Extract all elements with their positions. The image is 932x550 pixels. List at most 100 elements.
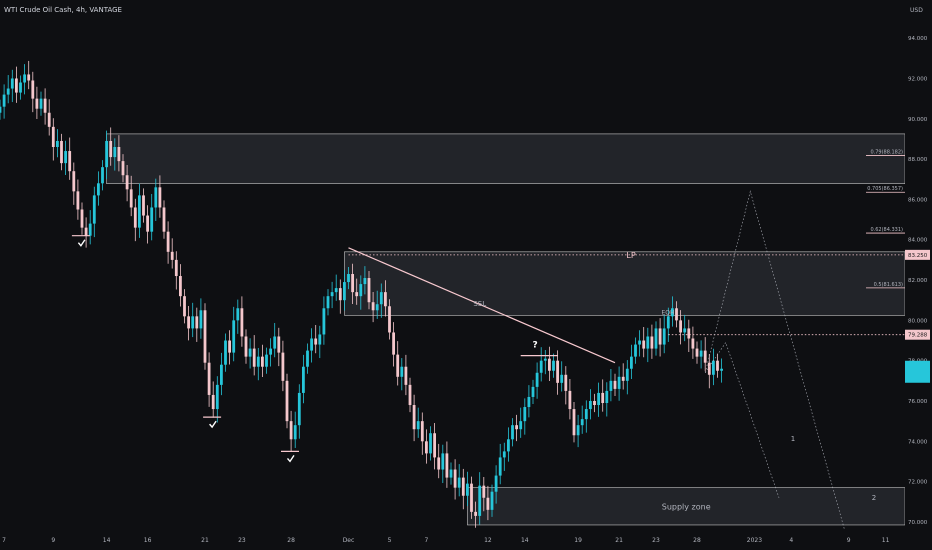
candle-body: [88, 223, 92, 236]
candle-body: [56, 140, 59, 148]
candle-body: [552, 360, 555, 371]
x-tick-label: 7: [2, 537, 6, 544]
x-tick-label: 14: [103, 537, 111, 544]
candle-body: [437, 457, 441, 470]
candle-body: [158, 187, 162, 208]
candle-body: [441, 453, 445, 470]
candle-body: [515, 425, 518, 430]
candle-body: [412, 405, 416, 430]
y-tick-label: 74.000: [908, 439, 928, 445]
x-tick-label: 7: [424, 537, 428, 544]
lp-line-label: LP: [626, 251, 635, 260]
candle-body: [359, 284, 363, 297]
candle-body: [425, 441, 428, 454]
candle-body: [404, 366, 408, 385]
candle-body: [191, 316, 195, 329]
candle-body: [703, 350, 707, 363]
candle-body: [51, 126, 55, 148]
y-tick-label: 90.000: [908, 117, 928, 123]
candle-body: [679, 320, 682, 333]
x-tick-label: 2023: [747, 537, 762, 544]
x-tick-label: 28: [693, 537, 701, 544]
candle-body: [593, 400, 596, 406]
candle-body: [133, 207, 137, 228]
candle-body: [379, 292, 383, 305]
candle-body: [35, 98, 39, 109]
candle-body: [470, 483, 473, 512]
level-price-badge: [905, 329, 930, 340]
y-tick-label: 94.000: [908, 36, 928, 42]
candle-body: [486, 497, 490, 510]
candle-body: [248, 348, 252, 357]
supply-zone-label: Supply zone: [662, 502, 711, 511]
candle-body: [244, 336, 248, 357]
candle-body: [474, 511, 477, 516]
candle-body: [326, 296, 330, 309]
candle-body: [27, 74, 31, 81]
level-price-label: 79.288: [908, 333, 928, 339]
candle-body: [556, 360, 559, 383]
candle-body: [68, 151, 72, 172]
candle-body: [220, 364, 223, 385]
candle-body: [482, 485, 486, 498]
candle-body: [19, 82, 22, 93]
current-price-badge: [905, 360, 930, 383]
candle-body: [121, 161, 125, 176]
candle-body: [285, 380, 289, 422]
candle-body: [695, 348, 699, 357]
candle-body: [228, 340, 231, 353]
candle-body: [589, 400, 592, 410]
candle-body: [666, 316, 670, 329]
x-tick-label: 11: [882, 537, 890, 544]
candle-body: [420, 421, 424, 442]
y-tick-label: 72.000: [908, 480, 928, 486]
candle-body: [6, 88, 10, 95]
candle-body: [466, 483, 469, 496]
candle-body: [363, 278, 367, 285]
upper-zone: [106, 133, 906, 184]
y-tick-label: 82.000: [908, 278, 928, 284]
candle-body: [687, 328, 691, 339]
candle-body: [310, 338, 313, 351]
candle-body: [367, 278, 371, 303]
x-tick-label: 9: [51, 537, 55, 544]
candle-body: [138, 195, 141, 228]
time-axis: [0, 531, 932, 550]
candle-body: [498, 457, 502, 476]
candle-body: [658, 328, 662, 345]
candle-body: [461, 477, 465, 496]
candle-body: [146, 215, 149, 232]
candle-body: [269, 348, 272, 355]
candle-body: [519, 421, 523, 430]
candle-body: [429, 433, 432, 454]
candle-body: [531, 386, 535, 397]
candle-body: [371, 302, 375, 311]
candle-body: [457, 477, 461, 488]
candle-body: [232, 320, 236, 353]
fib-level-label: 0.5(81.613): [874, 282, 903, 288]
level-price-badge: [905, 249, 930, 260]
candle-body: [252, 348, 256, 367]
candle-body: [699, 350, 703, 357]
x-tick-label: 4: [789, 537, 793, 544]
candle-body: [195, 316, 199, 329]
x-tick-label: 16: [144, 537, 152, 544]
candle-body: [560, 374, 564, 383]
path-two: [704, 190, 845, 531]
candle-body: [129, 189, 133, 208]
candle-body: [568, 390, 572, 410]
fib-level-label: 0.705(86.357): [867, 186, 903, 192]
candle-body: [150, 207, 154, 232]
candle-body: [236, 308, 240, 321]
candle-body: [203, 310, 207, 363]
candle-body: [273, 336, 277, 349]
candle-body: [662, 328, 666, 345]
price-axis: [905, 0, 932, 550]
eqh-line-label: EQH: [661, 310, 674, 317]
y-tick-label: 84.000: [908, 238, 928, 244]
candle-body: [256, 356, 260, 367]
candle-body: [322, 308, 326, 335]
candle-body: [101, 167, 104, 184]
candle-body: [215, 384, 219, 410]
